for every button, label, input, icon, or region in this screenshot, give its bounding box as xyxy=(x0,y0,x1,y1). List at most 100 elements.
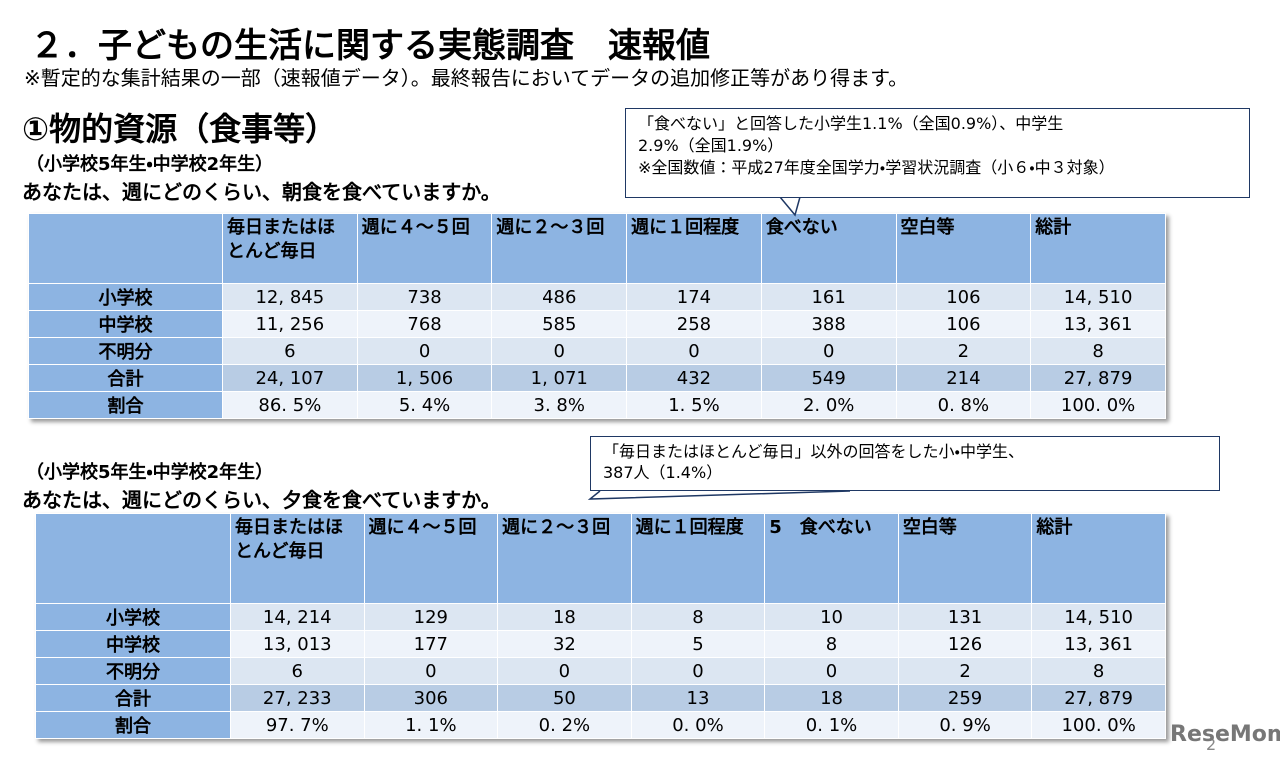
row-label: 割合 xyxy=(28,391,223,419)
subtitle: （小学校5年生・中学校2年生） xyxy=(26,154,274,175)
cell: 126 xyxy=(897,630,1033,658)
row: 中学校 13, 013 177 32 5 8 126 13, 361 xyxy=(35,630,1166,658)
header-cell: 週に１回程度 xyxy=(630,513,766,604)
cell: 86. 5% xyxy=(222,391,358,419)
cell: 2 xyxy=(895,337,1032,365)
row: 不明分 6 0 0 0 0 2 8 xyxy=(35,657,1166,685)
cell: 106 xyxy=(895,283,1032,311)
row-label: 合計 xyxy=(28,364,223,392)
cell: 11, 256 xyxy=(222,310,358,338)
cell: 14, 510 xyxy=(1030,283,1166,311)
question: あなたは、週にどのくらい、夕食を食べていますか。 xyxy=(22,488,501,512)
row: 小学校 12, 845 738 486 174 161 106 14, 510 xyxy=(28,283,1166,311)
header-cell: 毎日またはほとんど毎日 xyxy=(222,213,358,284)
header-cell: 週に１回程度 xyxy=(626,213,762,284)
cell: 585 xyxy=(491,310,628,338)
subtitle: （小学校5年生・中学校2年生） xyxy=(26,462,274,483)
header-cell: 5 食べない xyxy=(764,513,899,604)
cell: 0 xyxy=(356,337,493,365)
cell: 306 xyxy=(363,684,499,712)
cell: 131 xyxy=(897,603,1033,631)
cell: 6 xyxy=(230,657,365,685)
callout-line: ※全国数値：平成27年度全国学力・学習状況調査（小６・中３対象） xyxy=(638,158,1115,177)
page-number: 2 xyxy=(1206,735,1217,754)
callout-line: 「食べない」と回答した小学生1.1%（全国0.9%）、中学生 xyxy=(638,114,1064,133)
cell: 1. 5% xyxy=(626,391,762,419)
cell: 0. 0% xyxy=(630,711,766,739)
cell: 768 xyxy=(356,310,493,338)
cell: 100. 0% xyxy=(1030,391,1166,419)
cell: 486 xyxy=(491,283,628,311)
row-label: 小学校 xyxy=(35,603,231,631)
header-cell: 空白等 xyxy=(895,213,1032,284)
cell: 2 xyxy=(897,657,1033,685)
header-cell: 週に４～５回 xyxy=(363,513,499,604)
cell: 0 xyxy=(764,657,899,685)
row: 中学校 11, 256 768 585 258 388 106 13, 361 xyxy=(28,310,1166,338)
row: 合計 27, 233 306 50 13 18 259 27, 879 xyxy=(35,684,1166,712)
cell: 388 xyxy=(760,310,897,338)
cell: 18 xyxy=(764,684,899,712)
row-label: 不明分 xyxy=(28,337,223,365)
cell: 549 xyxy=(760,364,897,392)
callout-line: 2.9%（全国1.9%） xyxy=(638,136,784,155)
cell: 100. 0% xyxy=(1031,711,1166,739)
row-label: 合計 xyxy=(35,684,231,712)
cell: 0. 2% xyxy=(497,711,632,739)
cell: 24, 107 xyxy=(222,364,358,392)
header-row: 毎日またはほとんど毎日 週に４～５回 週に２～３回 週に１回程度 食べない 空白等 総計 xyxy=(28,213,1166,284)
cell: 50 xyxy=(497,684,632,712)
title: ２．子どもの生活に関する実態調査 速報値 xyxy=(30,26,710,66)
cell: 0 xyxy=(363,657,499,685)
cell: 0 xyxy=(760,337,897,365)
cell: 13, 361 xyxy=(1030,310,1166,338)
cell: 8 xyxy=(764,630,899,658)
cell: 13, 013 xyxy=(230,630,365,658)
cell: 0 xyxy=(630,657,766,685)
callout: 「毎日またはほとんど毎日」以外の回答をした小・中学生、 387人（1.4%） xyxy=(590,436,1220,491)
cell: 214 xyxy=(895,364,1032,392)
cell: 27, 879 xyxy=(1030,364,1166,392)
row: 小学校 14, 214 129 18 8 10 131 14, 510 xyxy=(35,603,1166,631)
cell: 13, 361 xyxy=(1031,630,1166,658)
note: ※暫定的な集計結果の一部（速報値データ）。最終報告においてデータの追加修正等があ… xyxy=(24,66,909,90)
cell: 5. 4% xyxy=(356,391,493,419)
cell: 8 xyxy=(630,603,766,631)
cell: 14, 510 xyxy=(1031,603,1166,631)
cell: 18 xyxy=(497,603,632,631)
row: 合計 24, 107 1, 506 1, 071 432 549 214 27, 879 xyxy=(28,364,1166,392)
header-cell: 総計 xyxy=(1030,213,1166,284)
callout-pointer xyxy=(587,490,851,500)
header-cell: 総計 xyxy=(1031,513,1166,604)
header-row: 毎日またはほとんど毎日 週に４～５回 週に２～３回 週に１回程度 5 食べない 空白等 総計 xyxy=(35,513,1166,604)
cell: 161 xyxy=(760,283,897,311)
callout: 「食べない」と回答した小学生1.1%（全国0.9%）、中学生 2.9%（全国1.9… xyxy=(625,108,1250,198)
header-cell: 空白等 xyxy=(897,513,1033,604)
header-cell: 食べない xyxy=(760,213,897,284)
header-cell xyxy=(28,213,223,284)
cell: 1, 071 xyxy=(491,364,628,392)
cell: 12, 845 xyxy=(222,283,358,311)
table: 毎日またはほとんど毎日 週に４～５回 週に２～３回 週に１回程度 食べない 空白等 総計 小学… xyxy=(28,213,1166,419)
cell: 1. 1% xyxy=(363,711,499,739)
cell: 177 xyxy=(363,630,499,658)
cell: 14, 214 xyxy=(230,603,365,631)
row-label: 不明分 xyxy=(35,657,231,685)
cell: 258 xyxy=(626,310,762,338)
row: 割合 97. 7% 1. 1% 0. 2% 0. 0% 0. 1% 0. 9% 100. 0% xyxy=(35,711,1166,739)
cell: 0 xyxy=(491,337,628,365)
cell: 97. 7% xyxy=(230,711,365,739)
cell: 174 xyxy=(626,283,762,311)
callout-line: 387人（1.4%） xyxy=(603,463,723,482)
cell: 5 xyxy=(630,630,766,658)
cell: 259 xyxy=(897,684,1033,712)
cell: 738 xyxy=(356,283,493,311)
cell: 0 xyxy=(497,657,632,685)
section-title: ①物的資源（食事等） xyxy=(22,110,338,148)
cell: 1, 506 xyxy=(356,364,493,392)
callout-line: 「毎日またはほとんど毎日」以外の回答をした小・中学生、 xyxy=(603,442,1024,461)
cell: 13 xyxy=(630,684,766,712)
watermark: ReseMom xyxy=(1170,722,1280,747)
cell: 0. 1% xyxy=(764,711,899,739)
